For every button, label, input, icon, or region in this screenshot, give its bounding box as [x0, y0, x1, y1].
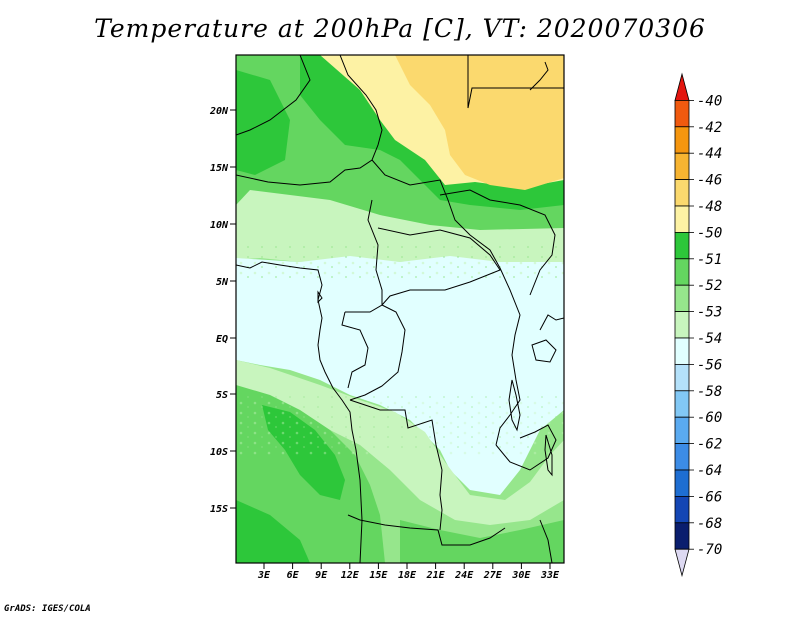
border-south — [539, 519, 553, 563]
border-north-2 — [236, 55, 311, 136]
colorbar-segment — [674, 495, 690, 524]
colorbar-label: -46 — [697, 173, 722, 189]
colorbar-segment — [674, 469, 690, 497]
border-angola-north — [349, 399, 443, 471]
region-minus52-southeast — [400, 520, 564, 563]
lon-label: 21E — [426, 570, 446, 581]
border-gabon-congo — [341, 311, 369, 389]
border-east — [539, 314, 564, 331]
lon-label: 27E — [483, 570, 503, 581]
colorbar-segment — [674, 311, 690, 339]
colorbar-label: -53 — [697, 305, 722, 321]
border-car — [377, 227, 501, 306]
lat-label: 10N — [210, 220, 229, 231]
colorbar-label: -44 — [697, 146, 722, 162]
red-sea-coast — [529, 61, 549, 91]
map-boundaries — [236, 55, 564, 563]
colorbar-label: -58 — [697, 384, 722, 400]
colorbar-segment — [674, 416, 690, 445]
lon-label: 15E — [369, 570, 388, 581]
lat-label: 15S — [210, 504, 228, 515]
border-sudan-east — [439, 189, 556, 296]
border-chad-sudan — [467, 55, 564, 109]
colorbar-label: -52 — [697, 278, 722, 294]
lon-label: 30E — [511, 570, 531, 581]
colorbar-label: -51 — [697, 252, 722, 268]
lon-label: 3E — [257, 570, 271, 581]
region-minus48 — [395, 55, 564, 190]
border-angola-east — [439, 469, 443, 531]
lat-label: 5N — [216, 277, 229, 288]
coastline-west — [236, 261, 363, 563]
map-frame — [235, 54, 565, 564]
colorbar-segment — [674, 337, 690, 365]
lon-label: 12E — [341, 570, 360, 581]
colorbar-segment — [674, 548, 690, 578]
island-bioko — [317, 290, 323, 304]
lat-label: 10S — [210, 447, 228, 458]
border-chad-car — [371, 159, 501, 269]
border-drc-east — [495, 267, 521, 446]
colorbar-segment — [674, 179, 690, 207]
colorbar-segment — [674, 231, 690, 260]
colorbar-label: -64 — [697, 463, 722, 479]
border-cameroon — [345, 199, 383, 313]
lat-label: EQ — [216, 334, 228, 345]
lake-tanganyika — [508, 379, 521, 432]
border-congo-drc — [349, 304, 406, 401]
colorbar-label: -62 — [697, 437, 722, 453]
colorbar-segment — [674, 152, 690, 180]
colorbar-label: -66 — [697, 489, 722, 505]
colorbar-label: -50 — [697, 225, 722, 241]
lake-victoria — [531, 339, 557, 363]
lon-label: 18E — [398, 570, 417, 581]
map-axes: 20N 15N 10N 5N EQ 5S 10S 15S 3E 6E 9E 12E 15E 18E 21E 2… — [209, 106, 560, 581]
colorbar-segment — [674, 522, 690, 550]
lon-label: 9E — [315, 570, 328, 581]
lake-malawi — [544, 434, 553, 477]
colorbar-segment — [674, 284, 690, 313]
colorbar-segment — [674, 390, 690, 418]
colorbar-label: -60 — [697, 410, 722, 426]
colorbar-segment — [674, 126, 690, 154]
lon-label: 33E — [540, 570, 560, 581]
colorbar-segment — [674, 205, 690, 233]
colorbar: -40 -42 -44 -46 -48 -50 -51 -52 -53 -54 -56 -58 -60 -… — [674, 72, 722, 578]
lat-label: 15N — [210, 163, 229, 174]
map-title: Temperature at 200hPa [C], VT: 202007030… — [94, 14, 706, 43]
colorbar-label: -42 — [697, 120, 722, 136]
colorbar-label: -68 — [697, 516, 722, 532]
colorbar-label: -48 — [697, 199, 722, 215]
colorbar-segment — [674, 100, 690, 128]
colorbar-segment — [674, 443, 690, 471]
region-minus51-west — [236, 70, 290, 175]
lat-label: 20N — [209, 106, 229, 117]
lon-label: 6E — [287, 570, 300, 581]
border-zambia — [495, 424, 557, 471]
grads-credit: GrADS: IGES/COLA — [4, 604, 91, 614]
border-angola-south — [347, 514, 506, 546]
lon-label: 24E — [454, 570, 474, 581]
colorbar-segment — [674, 363, 690, 392]
map-fill — [236, 55, 564, 563]
colorbar-segment — [674, 258, 690, 286]
colorbar-label: -54 — [697, 331, 722, 347]
colorbar-label: -56 — [697, 357, 722, 373]
colorbar-segment — [674, 72, 690, 101]
colorbar-label: -70 — [697, 542, 722, 558]
lat-label: 5S — [216, 390, 228, 401]
colorbar-label: -40 — [697, 93, 722, 109]
region-minus51-southwest-2 — [236, 500, 310, 563]
